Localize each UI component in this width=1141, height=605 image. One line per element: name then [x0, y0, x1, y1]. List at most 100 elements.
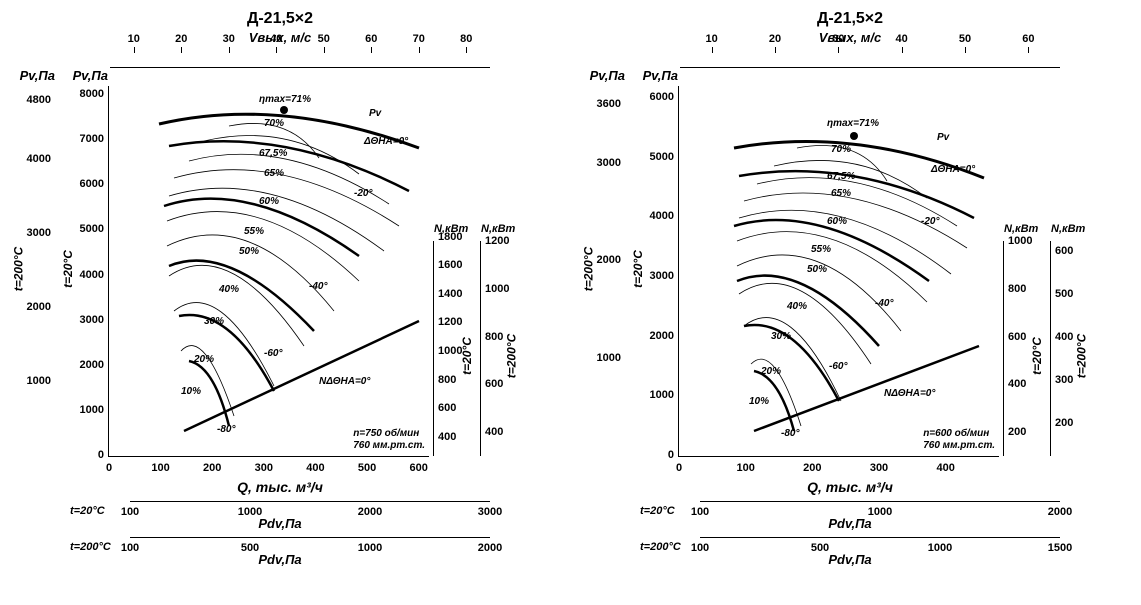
right-axis-label: N,кВт — [1004, 223, 1038, 235]
y-axis-outer: Pv,Паt=200°C10002000300040004800 — [10, 68, 55, 456]
theta-label: NΔΘНА=0° — [319, 376, 370, 387]
efficiency-label: ηmax=71% — [259, 94, 311, 105]
right-axis: N,кВт200300400500600t=200°C — [1050, 86, 1089, 456]
plot-area: ηmax=71%70%67,5%65%60%55%50%40%30%20%10%… — [678, 86, 999, 457]
x-tick: 200 — [803, 462, 821, 474]
conditions-box: n=600 об/мин760 мм.рт.ст. — [923, 428, 995, 452]
x-tick: 300 — [255, 462, 273, 474]
right-tick: 200 — [1055, 417, 1073, 429]
right-tick: 400 — [438, 431, 456, 443]
theta-label: -80° — [781, 428, 799, 439]
x-tick: 100 — [736, 462, 754, 474]
x-tick: 200 — [203, 462, 221, 474]
top-tick-label: 20 — [175, 33, 187, 45]
efficiency-label: 55% — [244, 226, 264, 237]
theta-label: -40° — [875, 298, 893, 309]
y-outer-tick: 4800 — [27, 94, 51, 106]
top-tick-label: 50 — [959, 33, 971, 45]
right-tick: 600 — [438, 402, 456, 414]
pdv-scale: t=200°C10050010001500 — [640, 537, 1120, 556]
top-tick-label: 70 — [413, 33, 425, 45]
top-tick-label: 20 — [769, 33, 781, 45]
theta-label: ΔΘНА=0° — [931, 164, 975, 175]
fan-chart-panel: Д-21,5×2Vвых, м/с102030405060Pv,Паt=200°… — [580, 10, 1120, 573]
x-tick: 0 — [676, 462, 682, 474]
y-outer-tick: 1000 — [27, 375, 51, 387]
pdv-tick: 1000 — [358, 542, 382, 554]
top-tick-label: 60 — [365, 33, 377, 45]
theta-label: NΔΘНА=0° — [884, 388, 935, 399]
pdv-tick: 2000 — [478, 542, 502, 554]
efficiency-label: 20% — [761, 366, 781, 377]
efficiency-label: 70% — [264, 118, 284, 129]
top-tick-label: 60 — [1022, 33, 1034, 45]
pdv-tick: 2000 — [358, 506, 382, 518]
theta-label: -60° — [264, 348, 282, 359]
y-outer-label: Pv,Па — [20, 68, 55, 83]
y-inner-tick: 3000 — [650, 270, 674, 282]
y-outer-label: Pv,Па — [590, 68, 625, 83]
top-scale: 1020304050607080 — [110, 47, 490, 68]
x-tick: 100 — [151, 462, 169, 474]
right-tick: 1400 — [438, 288, 462, 300]
right-tick: 1000 — [485, 283, 509, 295]
right-axis: N,кВт2004006008001000t=20°C — [1003, 86, 1042, 456]
efficiency-label: 10% — [749, 396, 769, 407]
right-tick: 1200 — [485, 235, 509, 247]
right-tick: 600 — [1008, 331, 1026, 343]
pdv-tick: 100 — [121, 506, 139, 518]
efficiency-label: 50% — [807, 264, 827, 275]
top-scale: 102030405060 — [680, 47, 1060, 68]
y-axis-inner: Pv,Паt=20°C0100020003000400050006000 — [633, 68, 678, 456]
efficiency-label: 30% — [771, 331, 791, 342]
pdv-tick: 1000 — [928, 542, 952, 554]
pdv-tick: 2000 — [1048, 506, 1072, 518]
y-inner-tick: 6000 — [650, 91, 674, 103]
y-inner-tick: 4000 — [80, 269, 104, 281]
efficiency-label: 60% — [259, 196, 279, 207]
panel-title: Д-21,5×2 — [10, 10, 550, 28]
efficiency-label: 67,5% — [827, 171, 855, 182]
right-tick: 1800 — [438, 231, 462, 243]
x-axis-title: Q, тыс. м³/ч — [580, 479, 1120, 495]
y-outer-tick: 1000 — [597, 352, 621, 364]
right-tick: 400 — [485, 426, 503, 438]
pdv-scale: t=20°C100100020003000 — [70, 501, 550, 520]
right-axis: N,кВт40060080010001200140016001800t=20°C — [433, 86, 472, 456]
top-tick-label: 10 — [706, 33, 718, 45]
y-outer-tick: 3600 — [597, 98, 621, 110]
theta-label: -40° — [309, 281, 327, 292]
efficiency-label: 65% — [831, 188, 851, 199]
right-tick: 600 — [1055, 245, 1073, 257]
efficiency-label: 30% — [204, 316, 224, 327]
right-axis: N,кВт40060080010001200t=200°C — [480, 86, 519, 456]
x-tick: 400 — [936, 462, 954, 474]
y-inner-tick: 6000 — [80, 178, 104, 190]
right-tick: 400 — [1008, 378, 1026, 390]
y-outer-tick: 3000 — [597, 157, 621, 169]
efficiency-label: 50% — [239, 246, 259, 257]
y-outer-tick: 3000 — [27, 227, 51, 239]
pdv-tick: 1000 — [868, 506, 892, 518]
right-tick: 500 — [1055, 288, 1073, 300]
right-tick: 300 — [1055, 374, 1073, 386]
x-tick: 0 — [106, 462, 112, 474]
y-axis-inner: Pv,Паt=20°C01000200030004000500060007000… — [63, 68, 108, 456]
y-outer-tick: 4000 — [27, 153, 51, 165]
efficiency-label: ηmax=71% — [827, 118, 879, 129]
right-tick: 200 — [1008, 426, 1026, 438]
right-axis-temp: t=20°C — [460, 337, 474, 375]
efficiency-label: 65% — [264, 168, 284, 179]
top-tick-label: 30 — [223, 33, 235, 45]
y-outer-tick: 2000 — [27, 301, 51, 313]
conditions-box: n=750 об/мин760 мм.рт.ст. — [353, 428, 425, 452]
right-axis-temp: t=200°C — [1074, 333, 1088, 378]
efficiency-label: 10% — [181, 386, 201, 397]
y-inner-label: Pv,Па — [643, 68, 678, 83]
right-tick: 1000 — [1008, 235, 1032, 247]
y-inner-tick: 5000 — [80, 223, 104, 235]
x-tick: 400 — [306, 462, 324, 474]
top-axis-label: Vвых, м/с — [580, 30, 1120, 45]
theta-label: -80° — [217, 424, 235, 435]
theta-label: Pv — [369, 108, 381, 119]
